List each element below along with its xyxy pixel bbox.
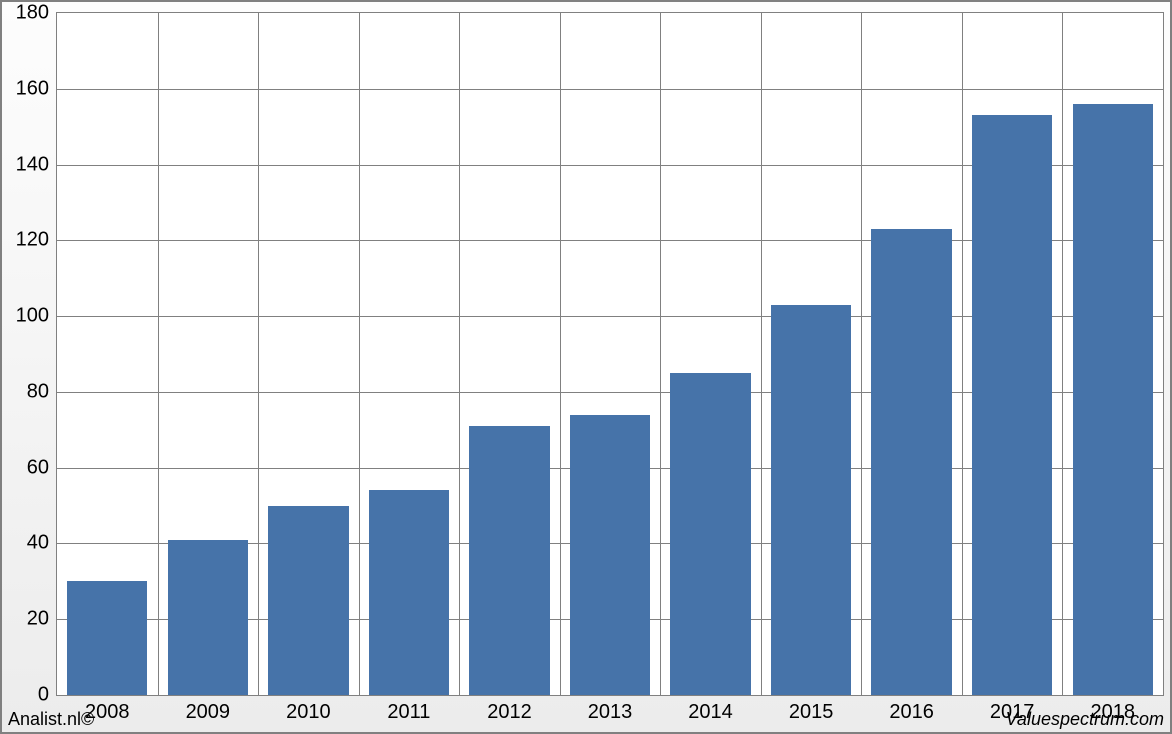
chart-frame: 0204060801001201401601802008200920102011…: [0, 0, 1172, 734]
bar: [268, 506, 348, 695]
gridline-vertical: [861, 13, 862, 695]
x-axis-label: 2016: [889, 695, 934, 724]
x-axis-label: 2009: [186, 695, 231, 724]
y-axis-label: 120: [16, 229, 57, 252]
y-axis-label: 20: [27, 608, 57, 631]
y-axis-label: 180: [16, 2, 57, 25]
x-axis-label: 2014: [688, 695, 733, 724]
x-axis-label: 2011: [387, 695, 430, 724]
y-axis-label: 40: [27, 532, 57, 555]
y-axis-label: 160: [16, 77, 57, 100]
bar: [871, 229, 951, 695]
gridline-vertical: [359, 13, 360, 695]
x-axis-label: 2015: [789, 695, 834, 724]
gridline-vertical: [158, 13, 159, 695]
gridline-horizontal: [57, 89, 1163, 90]
x-axis-label: 2013: [588, 695, 633, 724]
bar: [670, 373, 750, 695]
bar: [1073, 104, 1153, 695]
footer-right-text: Valuespectrum.com: [1006, 709, 1164, 730]
x-axis-label: 2012: [487, 695, 532, 724]
gridline-vertical: [761, 13, 762, 695]
y-axis-label: 0: [38, 684, 57, 707]
gridline-vertical: [1062, 13, 1063, 695]
bar: [972, 115, 1052, 695]
gridline-vertical: [660, 13, 661, 695]
y-axis-label: 80: [27, 380, 57, 403]
gridline-vertical: [258, 13, 259, 695]
bar: [168, 540, 248, 695]
bar: [771, 305, 851, 695]
y-axis-label: 60: [27, 456, 57, 479]
bar: [67, 581, 147, 695]
plot-area: 0204060801001201401601802008200920102011…: [56, 12, 1164, 696]
x-axis-label: 2010: [286, 695, 331, 724]
bar: [469, 426, 549, 695]
y-axis-label: 100: [16, 305, 57, 328]
footer-left-text: Analist.nl©: [8, 709, 94, 730]
y-axis-label: 140: [16, 153, 57, 176]
gridline-vertical: [459, 13, 460, 695]
bar: [570, 415, 650, 695]
bar: [369, 490, 449, 695]
gridline-vertical: [962, 13, 963, 695]
gridline-vertical: [560, 13, 561, 695]
